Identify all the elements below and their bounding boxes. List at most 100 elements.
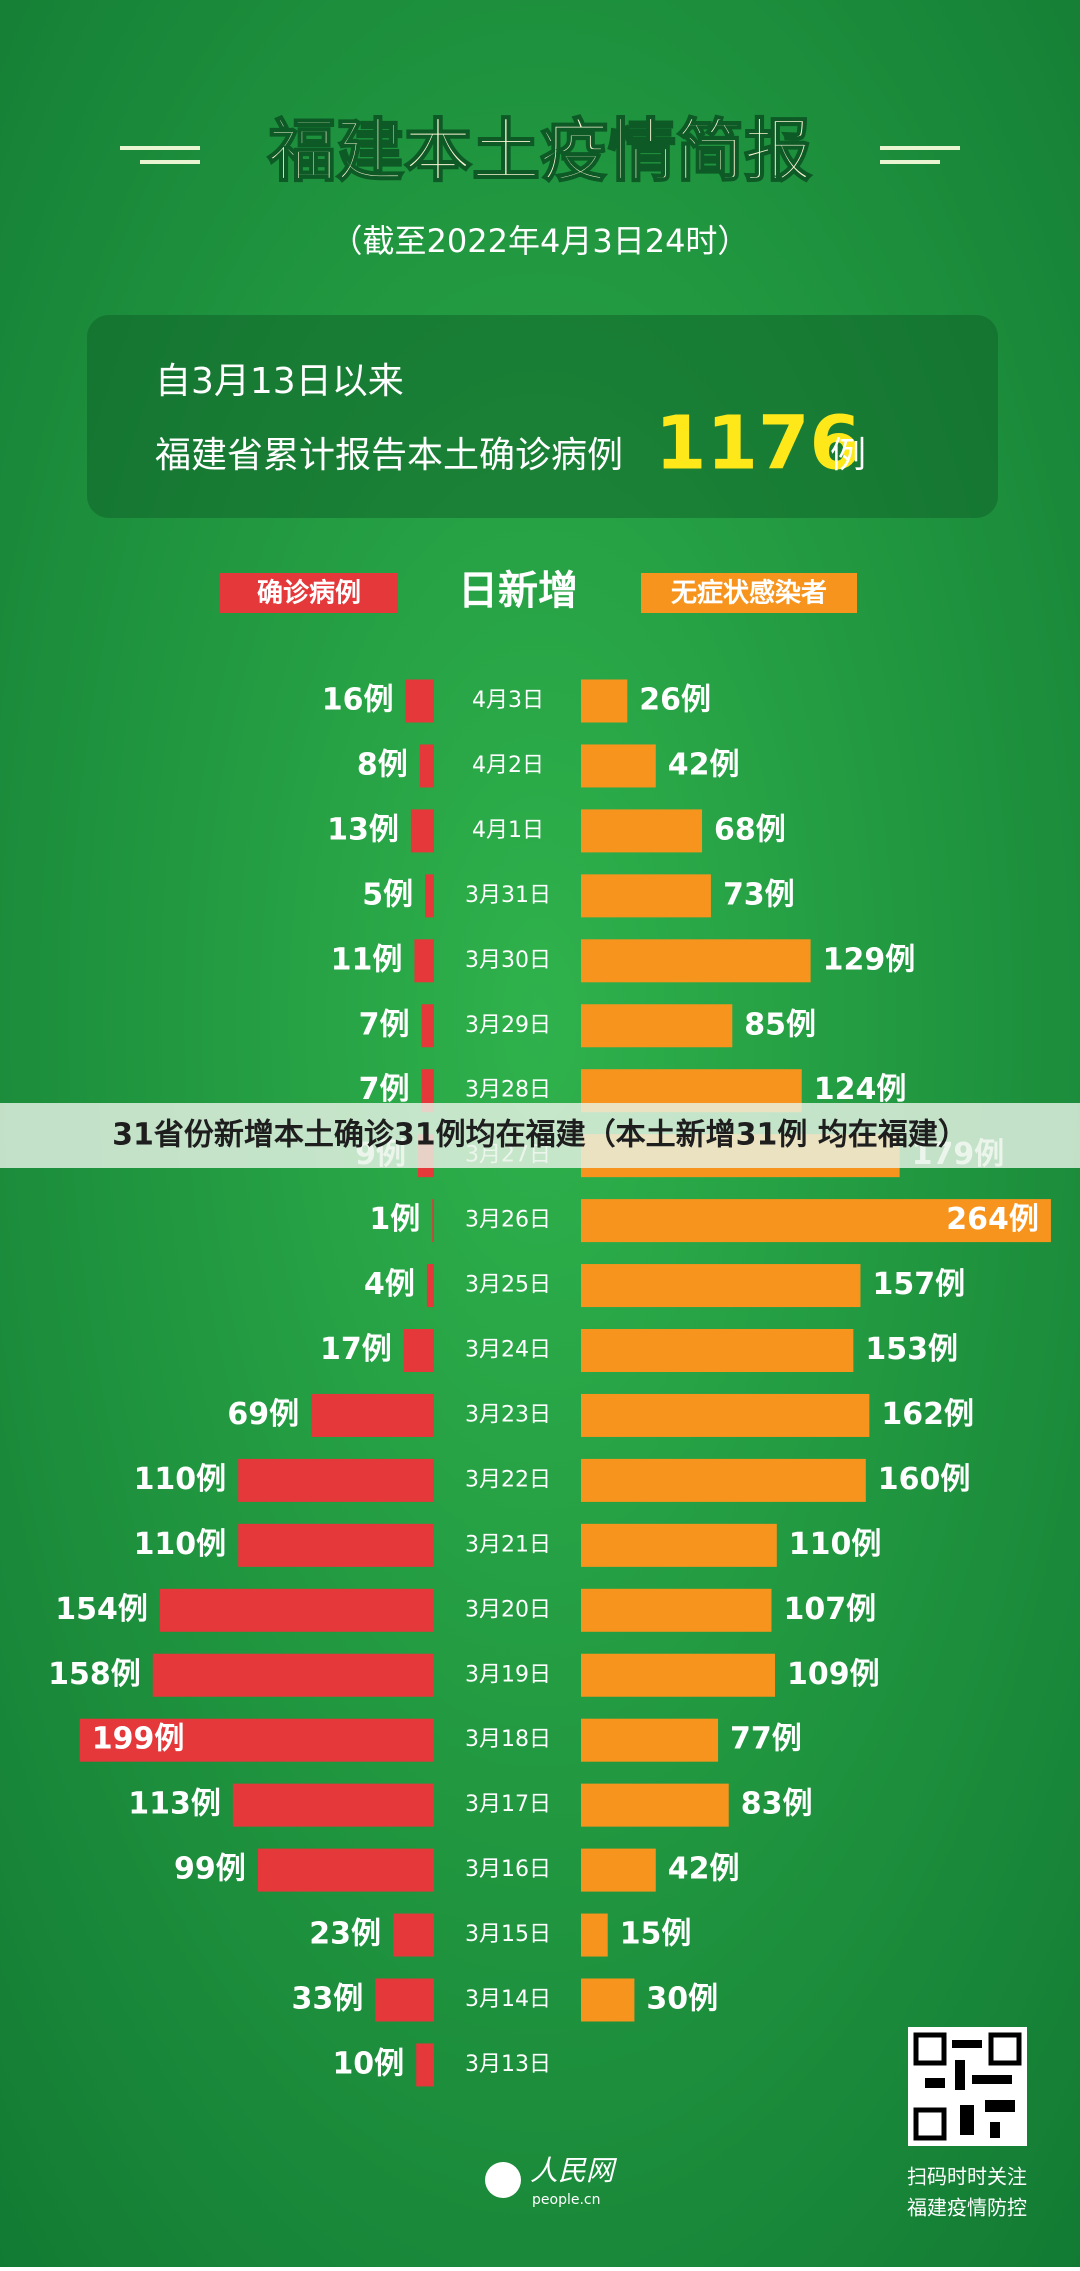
category-label: 4月3日	[472, 688, 544, 713]
category-label: 3月14日	[465, 1987, 551, 2012]
value-label: 26例	[639, 683, 711, 718]
banner-bg	[0, 1103, 1080, 1168]
qr-code	[908, 2027, 1027, 2146]
subtitle: （截至2022年4月3日24时）	[331, 222, 750, 260]
bar	[311, 1393, 434, 1437]
category-label: 3月23日	[465, 1402, 551, 1427]
bar	[152, 1653, 434, 1697]
value-label: 13例	[327, 812, 399, 847]
value-label: 153例	[865, 1332, 958, 1367]
value-label: 7例	[359, 1007, 410, 1042]
value-label: 5例	[362, 877, 413, 912]
bar	[410, 809, 434, 853]
category-label: 4月1日	[472, 818, 544, 843]
chart: 确诊病例 无症状感染者 日新增 4月3日 16例 26例 4月2日 8例 42例 4月1日 13例 6…	[48, 568, 1051, 2087]
bar	[238, 1523, 434, 1567]
bar	[416, 2043, 434, 2087]
category-label: 3月16日	[465, 1857, 551, 1882]
bar	[581, 1783, 729, 1827]
value-label: 199例	[92, 1722, 185, 1757]
value-label: 158例	[48, 1657, 141, 1692]
value-label: 33例	[292, 1982, 364, 2017]
legend-swatch	[220, 573, 398, 613]
bar	[393, 1913, 434, 1957]
value-label: 157例	[872, 1267, 965, 1302]
value-label: 30例	[646, 1982, 718, 2017]
legend-label: 无症状感染者	[671, 578, 827, 609]
bar	[581, 1199, 1051, 1243]
category-label: 3月21日	[465, 1532, 551, 1557]
bar	[581, 1523, 777, 1567]
bar	[421, 1069, 434, 1113]
value-label: 23例	[309, 1917, 381, 1952]
value-label: 99例	[174, 1852, 246, 1887]
value-label: 154例	[55, 1592, 148, 1627]
bar	[581, 1329, 854, 1372]
bar	[581, 1264, 861, 1308]
value-label: 83例	[741, 1787, 813, 1822]
bar	[419, 744, 434, 788]
category-label: 3月24日	[465, 1338, 551, 1363]
bar	[581, 1978, 635, 2022]
value-label: 264例	[946, 1202, 1039, 1237]
bar	[581, 679, 628, 723]
category-label: 3月28日	[465, 1078, 551, 1103]
value-label: 107例	[783, 1592, 876, 1627]
value-label: 11例	[331, 942, 403, 977]
value-label: 68例	[714, 812, 786, 847]
summary-unit: 例	[830, 435, 866, 476]
bar	[238, 1458, 434, 1502]
category-label: 3月22日	[465, 1467, 551, 1492]
bar	[257, 1848, 434, 1892]
summary-since: 自3月13日以来	[155, 361, 404, 402]
value-label: 42例	[668, 1852, 740, 1887]
category-label: 3月20日	[465, 1597, 551, 1622]
bar	[426, 1264, 434, 1308]
category-label: 3月31日	[465, 883, 551, 908]
value-label: 124例	[814, 1072, 907, 1107]
qr-text: 扫码时时关注	[907, 2165, 1027, 2189]
value-label: 73例	[723, 877, 795, 912]
category-label: 3月18日	[465, 1727, 551, 1752]
title-dashes	[120, 146, 960, 164]
bar	[375, 1978, 434, 2022]
category-label: 3月17日	[465, 1792, 551, 1817]
bar	[432, 1199, 434, 1243]
value-label: 17例	[320, 1332, 392, 1367]
legend-swatch	[641, 573, 857, 613]
value-label: 8例	[357, 747, 408, 782]
value-label: 110例	[134, 1527, 227, 1562]
bar	[232, 1783, 434, 1827]
legend-label: 确诊病例	[257, 578, 361, 609]
bar	[79, 1718, 434, 1762]
value-label: 110例	[134, 1462, 227, 1497]
value-label: 160例	[878, 1462, 971, 1497]
bar	[581, 1458, 866, 1502]
category-label: 3月26日	[465, 1208, 551, 1233]
bar	[581, 939, 811, 983]
bar	[581, 1718, 719, 1762]
bar	[581, 1004, 733, 1048]
value-label: 10例	[332, 2046, 404, 2081]
category-label: 3月29日	[465, 1013, 551, 1038]
value-label: 110例	[789, 1527, 882, 1562]
bar	[425, 874, 434, 918]
category-label: 4月2日	[472, 753, 544, 778]
bar	[581, 744, 656, 788]
bar	[581, 809, 703, 853]
value-label: 69例	[227, 1397, 299, 1432]
category-label: 3月19日	[465, 1662, 551, 1687]
bar	[403, 1329, 434, 1372]
bar	[581, 1588, 772, 1632]
logo-icon	[485, 2162, 521, 2198]
title: 福建本土疫情简报	[267, 113, 812, 192]
value-label: 1例	[369, 1202, 420, 1237]
value-label: 129例	[823, 942, 916, 977]
bar	[581, 1393, 870, 1437]
bar	[581, 1913, 608, 1957]
value-label: 113例	[128, 1787, 221, 1822]
value-label: 77例	[730, 1722, 802, 1757]
bar	[421, 1004, 434, 1048]
